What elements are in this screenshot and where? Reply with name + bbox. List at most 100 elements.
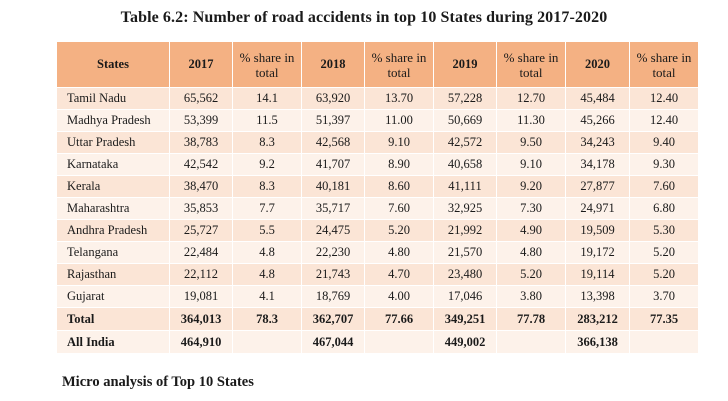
state-cell: Karnataka <box>56 153 170 176</box>
table-row: Maharashtra 35,853 7.7 35,717 7.60 32,925 7.30… <box>56 197 699 220</box>
value-cell: 5.20 <box>364 219 434 242</box>
header-row: States 2017 % share in total 2018 % shar… <box>56 41 699 88</box>
value-cell: 18,769 <box>301 285 365 308</box>
value-cell: 9.10 <box>496 153 566 176</box>
value-cell: 4.90 <box>496 219 566 242</box>
state-cell: Kerala <box>56 175 170 198</box>
value-cell: 13.70 <box>364 87 434 110</box>
value-cell: 63,920 <box>301 87 365 110</box>
value-cell: 11.5 <box>232 109 302 132</box>
value-cell: 6.80 <box>629 197 699 220</box>
table-row: Gujarat 19,081 4.1 18,769 4.00 17,046 3.80 13,3… <box>56 285 699 308</box>
table-row: Tamil Nadu 65,562 14.1 63,920 13.70 57,228 12.… <box>56 87 699 110</box>
value-cell: 24,971 <box>565 197 630 220</box>
value-cell: 19,509 <box>565 219 630 242</box>
value-cell: 23,480 <box>433 263 497 286</box>
value-cell: 4.80 <box>364 241 434 264</box>
value-cell: 9.30 <box>629 153 699 176</box>
value-cell: 8.60 <box>364 175 434 198</box>
value-cell: 9.20 <box>496 175 566 198</box>
value-cell: 34,243 <box>565 131 630 154</box>
value-cell: 5.20 <box>496 263 566 286</box>
value-cell: 464,910 <box>169 330 233 354</box>
value-cell: 9.2 <box>232 153 302 176</box>
value-cell: 38,470 <box>169 175 233 198</box>
state-cell: Maharashtra <box>56 197 170 220</box>
value-cell: 13,398 <box>565 285 630 308</box>
table-row: Telangana 22,484 4.8 22,230 4.80 21,570 4.80 19… <box>56 241 699 264</box>
value-cell: 19,172 <box>565 241 630 264</box>
table-title: Table 6.2: Number of road accidents in t… <box>120 9 608 26</box>
value-cell <box>629 330 699 354</box>
value-cell: 38,783 <box>169 131 233 154</box>
value-cell: 4.80 <box>496 241 566 264</box>
value-cell: 22,484 <box>169 241 233 264</box>
state-cell: All India <box>56 330 170 354</box>
table-row: Madhya Pradesh 53,399 11.5 51,397 11.00 50,66… <box>56 109 699 132</box>
value-cell: 5.20 <box>629 241 699 264</box>
value-cell: 27,877 <box>565 175 630 198</box>
value-cell: 32,925 <box>433 197 497 220</box>
column-header: 2019 <box>433 41 497 88</box>
section-heading: Micro analysis of Top 10 States <box>62 374 254 390</box>
value-cell: 7.60 <box>364 197 434 220</box>
value-cell: 57,228 <box>433 87 497 110</box>
value-cell: 3.80 <box>496 285 566 308</box>
total-row: Total 364,013 78.3 362,707 77.66 349,251 77.78… <box>56 307 699 331</box>
value-cell: 7.30 <box>496 197 566 220</box>
value-cell: 42,542 <box>169 153 233 176</box>
value-cell: 5.5 <box>232 219 302 242</box>
value-cell: 24,475 <box>301 219 365 242</box>
value-cell: 4.70 <box>364 263 434 286</box>
value-cell: 5.20 <box>629 263 699 286</box>
value-cell: 9.50 <box>496 131 566 154</box>
value-cell: 22,112 <box>169 263 233 286</box>
value-cell: 78.3 <box>232 307 302 331</box>
value-cell: 12.40 <box>629 109 699 132</box>
value-cell: 65,562 <box>169 87 233 110</box>
value-cell: 77.66 <box>364 307 434 331</box>
value-cell: 7.60 <box>629 175 699 198</box>
column-header: 2020 <box>565 41 630 88</box>
value-cell: 21,743 <box>301 263 365 286</box>
all-india-row: All India 464,910 467,044 449,002 366,138 <box>56 330 699 354</box>
column-header: % share in total <box>629 41 699 88</box>
value-cell: 362,707 <box>301 307 365 331</box>
value-cell: 40,181 <box>301 175 365 198</box>
value-cell: 4.1 <box>232 285 302 308</box>
value-cell: 35,717 <box>301 197 365 220</box>
state-cell: Total <box>56 307 170 331</box>
value-cell: 14.1 <box>232 87 302 110</box>
value-cell: 349,251 <box>433 307 497 331</box>
value-cell <box>364 330 434 354</box>
table-row: Kerala 38,470 8.3 40,181 8.60 41,111 9.20 27,87… <box>56 175 699 198</box>
column-header: % share in total <box>496 41 566 88</box>
value-cell: 11.00 <box>364 109 434 132</box>
road-accidents-table: States 2017 % share in total 2018 % shar… <box>56 41 699 354</box>
value-cell: 22,230 <box>301 241 365 264</box>
value-cell: 8.90 <box>364 153 434 176</box>
value-cell: 21,570 <box>433 241 497 264</box>
value-cell: 42,572 <box>433 131 497 154</box>
value-cell: 4.8 <box>232 263 302 286</box>
value-cell: 4.8 <box>232 241 302 264</box>
column-header: % share in total <box>364 41 434 88</box>
value-cell: 467,044 <box>301 330 365 354</box>
value-cell: 40,658 <box>433 153 497 176</box>
state-cell: Tamil Nadu <box>56 87 170 110</box>
value-cell: 21,992 <box>433 219 497 242</box>
value-cell: 50,669 <box>433 109 497 132</box>
state-cell: Uttar Pradesh <box>56 131 170 154</box>
value-cell: 364,013 <box>169 307 233 331</box>
value-cell: 12.70 <box>496 87 566 110</box>
table-body: Tamil Nadu 65,562 14.1 63,920 13.70 57,228 12.… <box>56 87 699 354</box>
value-cell: 366,138 <box>565 330 630 354</box>
state-cell: Madhya Pradesh <box>56 109 170 132</box>
value-cell: 17,046 <box>433 285 497 308</box>
value-cell: 41,111 <box>433 175 497 198</box>
value-cell: 53,399 <box>169 109 233 132</box>
value-cell: 51,397 <box>301 109 365 132</box>
value-cell: 7.7 <box>232 197 302 220</box>
value-cell: 45,484 <box>565 87 630 110</box>
state-cell: Telangana <box>56 241 170 264</box>
